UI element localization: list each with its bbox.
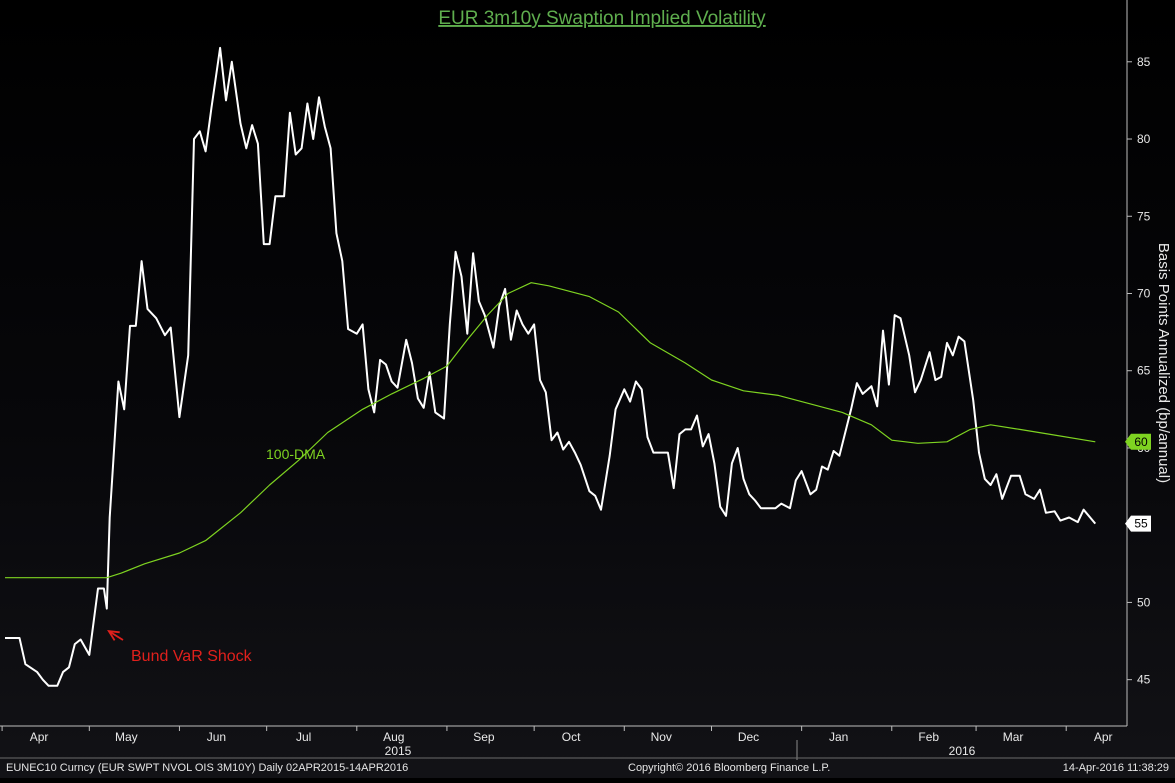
plot-area: 45 50 55 60 65 70 75 80 85 Apr May Jun Jul Aug Sep Oct N… [0, 0, 1175, 760]
series-line-implied-vol [5, 46, 1097, 687]
x-tick-label: Apr [30, 730, 49, 744]
footer-timestamp: 14-Apr-2016 11:38:29 [1062, 762, 1169, 774]
annotation-arrow-head [107, 630, 120, 641]
x-tick-label: Dec [738, 730, 759, 744]
x-year-label: 2015 [385, 744, 412, 758]
footer-copyright: Copyright© 2016 Bloomberg Finance L.P. [628, 762, 831, 774]
y-tick-label: 85 [1137, 55, 1151, 69]
last-value-badge [1125, 515, 1151, 532]
last-value-label: 55 [1134, 517, 1148, 531]
y-tick-label: 70 [1137, 286, 1151, 300]
annotation-100-dma: 100-DMA [266, 446, 326, 462]
y-tick-label: 75 [1137, 209, 1151, 223]
annotation-bund-var-shock: Bund VaR Shock [131, 648, 253, 665]
x-tick-label: Jan [829, 730, 848, 744]
last-value-badge [1125, 433, 1151, 450]
x-tick-label: May [115, 730, 138, 744]
x-tick-label: Oct [562, 730, 581, 744]
x-tick-label: Aug [383, 730, 404, 744]
x-tick-label: Apr [1094, 730, 1113, 744]
last-value-label: 60 [1134, 435, 1148, 449]
y-axis-label: Basis Points Annualized (bp/annual) [1155, 243, 1172, 483]
footer-ticker: EUNEC10 Curncy (EUR SWPT NVOL OIS 3M10Y)… [6, 762, 409, 774]
y-tick-label: 65 [1137, 364, 1151, 378]
y-tick-label: 50 [1137, 595, 1151, 609]
x-tick-label: Sep [473, 730, 495, 744]
series-line-100-dma [5, 282, 1096, 579]
y-tick-label: 45 [1137, 673, 1151, 687]
x-tick-label: Nov [651, 730, 672, 744]
x-tick-label: Jun [207, 730, 226, 744]
y-tick-label: 80 [1137, 132, 1151, 146]
x-year-label: 2016 [949, 744, 976, 758]
x-tick-label: Feb [918, 730, 939, 744]
x-tick-label: Mar [1003, 730, 1024, 744]
chart-title: EUR 3m10y Swaption Implied Volatility [438, 8, 766, 29]
x-tick-label: Jul [296, 730, 311, 744]
annotation-arrow-shaft [108, 630, 124, 641]
